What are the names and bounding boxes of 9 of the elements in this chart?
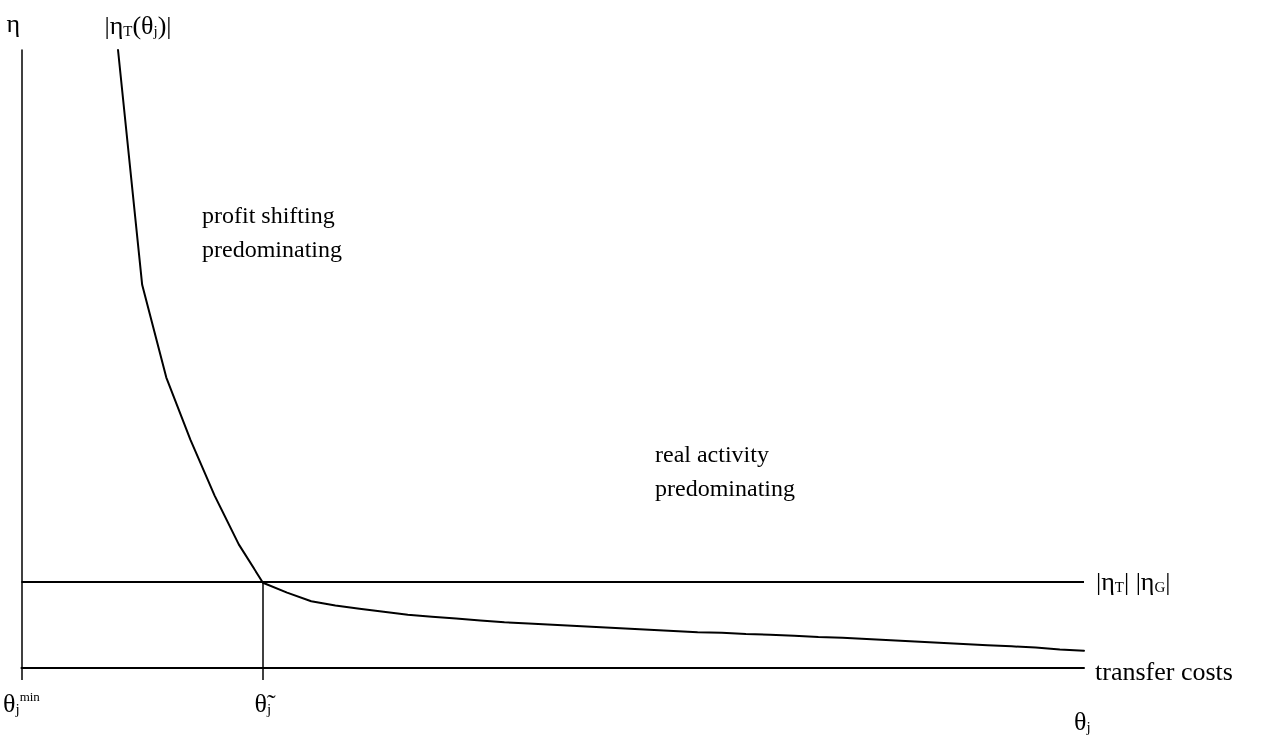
x-axis-title: θj xyxy=(1074,706,1091,736)
annotation: real activity predominating xyxy=(655,441,795,501)
text: transfer costs xyxy=(1095,656,1233,686)
x-tick-label: θjmin xyxy=(2,688,41,718)
ref-line-label: |ηT| |ηG| xyxy=(1096,566,1171,596)
y-axis-title: η xyxy=(6,8,21,38)
x-tick-label: θ̃j xyxy=(254,688,277,718)
series-label: |ηT(θj)| xyxy=(104,10,172,40)
annotation: profit shifting predominating xyxy=(202,202,342,262)
